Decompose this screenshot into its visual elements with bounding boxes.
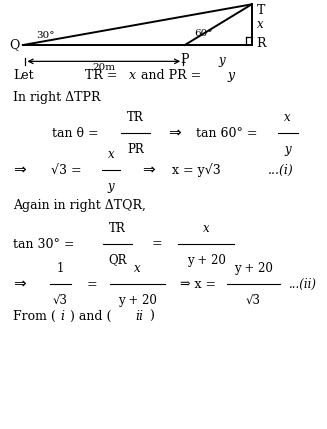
Text: y + 20: y + 20 [118, 294, 157, 307]
Text: ): ) [149, 310, 154, 323]
Text: tan θ =: tan θ = [52, 127, 99, 139]
Text: Q: Q [9, 38, 20, 51]
Text: QR: QR [109, 254, 127, 266]
Text: Again in right ΔTQR,: Again in right ΔTQR, [13, 199, 146, 212]
Text: R: R [257, 37, 266, 50]
Text: 20m: 20m [92, 63, 115, 73]
Text: P: P [181, 53, 189, 66]
Text: x: x [129, 69, 136, 82]
Text: ⇒ x =: ⇒ x = [180, 278, 216, 291]
Text: TR: TR [127, 111, 144, 124]
Text: In right ΔTPR: In right ΔTPR [13, 91, 101, 104]
Text: =: = [152, 238, 163, 251]
Text: TR: TR [109, 222, 126, 235]
Text: y: y [284, 142, 291, 156]
Text: y: y [108, 179, 114, 193]
Text: ⇒: ⇒ [13, 163, 26, 178]
Text: x = y√3: x = y√3 [172, 163, 220, 177]
Text: x: x [134, 262, 141, 275]
Text: ⇒: ⇒ [142, 163, 155, 178]
Text: ...(ii): ...(ii) [289, 278, 318, 291]
Text: x: x [257, 18, 264, 31]
Text: ...(i): ...(i) [268, 163, 294, 177]
Text: ⇒: ⇒ [13, 277, 26, 292]
Text: x: x [284, 111, 291, 124]
Text: y + 20: y + 20 [187, 254, 225, 266]
Text: T: T [257, 4, 265, 17]
Text: ) and (: ) and ( [70, 310, 112, 323]
Text: From (: From ( [13, 310, 56, 323]
Text: y + 20: y + 20 [234, 262, 273, 275]
Text: and PR =: and PR = [137, 69, 206, 82]
Text: 1: 1 [57, 262, 64, 275]
Text: i: i [60, 310, 64, 323]
Text: ⇒: ⇒ [168, 126, 181, 141]
Text: √3: √3 [53, 294, 68, 307]
Text: TR =: TR = [85, 69, 122, 82]
Text: =: = [87, 278, 97, 291]
Text: Let: Let [13, 69, 34, 82]
Text: tan 60° =: tan 60° = [196, 127, 258, 139]
Text: 60°: 60° [195, 29, 213, 38]
Text: y: y [227, 69, 234, 82]
Text: √3: √3 [246, 294, 261, 307]
Text: x: x [203, 222, 209, 235]
Text: √3 =: √3 = [51, 163, 81, 177]
Text: PR: PR [127, 142, 144, 156]
Text: tan 30° =: tan 30° = [13, 238, 75, 251]
Text: 30°: 30° [37, 31, 55, 40]
Text: x: x [108, 148, 114, 160]
Text: ii: ii [136, 310, 144, 323]
Text: y: y [218, 54, 225, 66]
